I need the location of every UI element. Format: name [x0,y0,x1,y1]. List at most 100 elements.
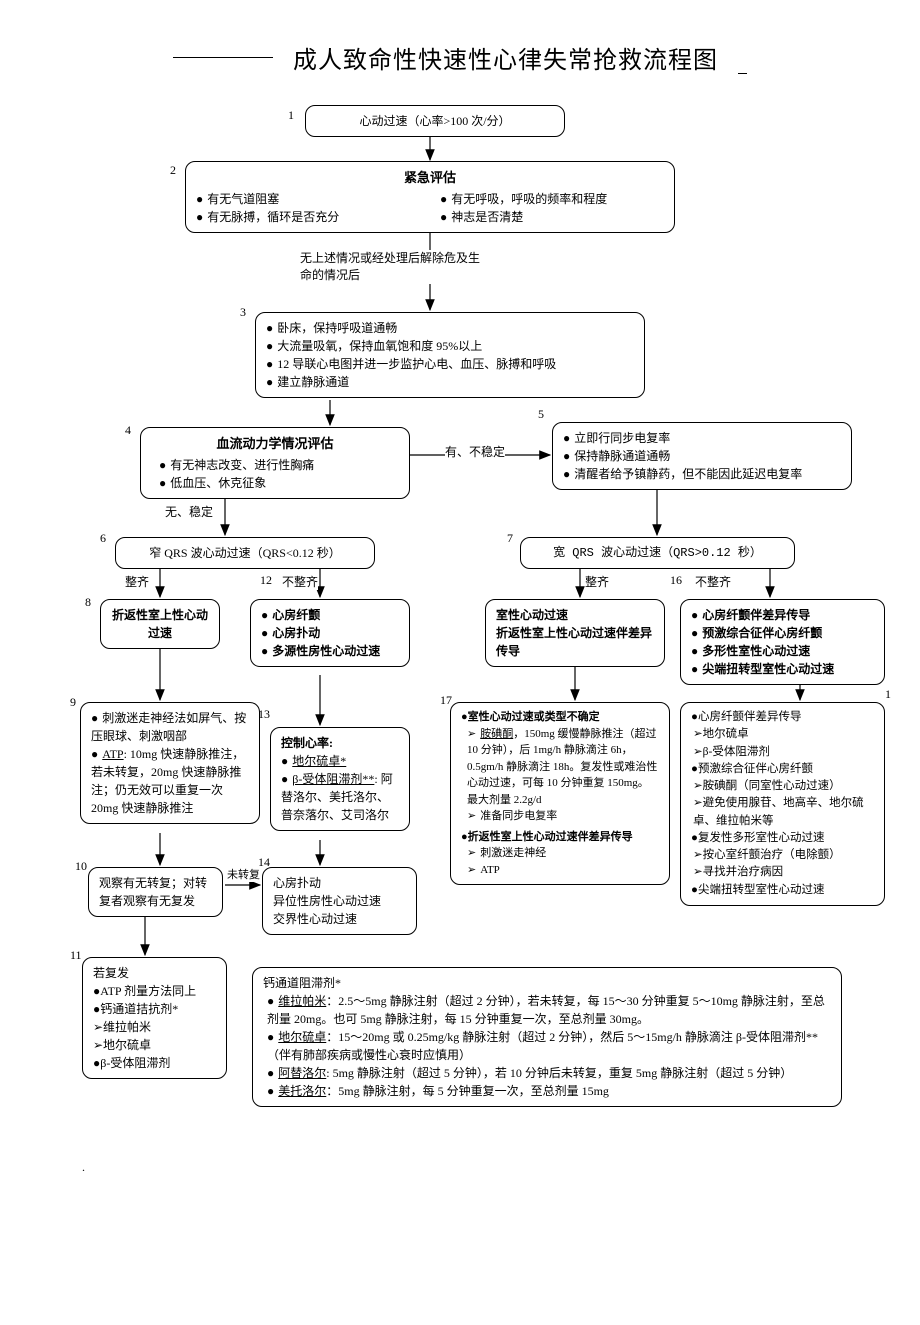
node-11: 若复发 ●ATP 剂量方法同上●钙通道拮抗剂*➢维拉帕米➢地尔硫卓●β-受体阻滞… [82,957,227,1079]
num-2: 2 [170,163,176,178]
footnote-title: 钙通道阻滞剂* [263,974,831,992]
list-item: ATP [467,862,659,879]
title-dash [738,52,747,74]
list-item: ➢地尔硫卓 [93,1036,216,1054]
list-item: 有无神志改变、进行性胸痛 [159,456,399,474]
node-11-title: 若复发 [93,964,216,982]
num-8: 8 [85,595,91,610]
page-title: 成人致命性快速性心律失常抢救流程图 [293,40,718,75]
line: 交界性心动过速 [273,910,406,928]
list-item: β-受体阻滞剂**: 阿替洛尔、美托洛尔、普奈落尔、艾司洛尔 [281,770,399,824]
list-item: 刺激迷走神经法如屏气、按压眼球、刺激咽部 [91,709,249,745]
num-12: 12 [260,573,272,588]
list-item: 阿替洛尔: 5mg 静脉注射（超过 5 分钟），若 10 分钟后未转复，重复 5… [267,1064,831,1082]
num-13: 13 [258,707,270,722]
node-7-text: 宽 QRS 波心动过速（QRS>0.12 秒） [553,546,762,560]
node-5: 立即行同步电复率保持静脉通道通畅清醒者给予镇静药，但不能因此延迟电复率 [552,422,852,490]
list-item: 有无呼吸，呼吸的频率和程度 [440,190,664,208]
list-item: ➢避免使用腺苷、地高辛、地尔硫卓、维拉帕米等 [691,795,874,830]
node-1-text: 心动过速（心率>100 次/分） [359,114,510,128]
footnote-box: 钙通道阻滞剂* 维拉帕米：2.5～5mg 静脉注射（超过 2 分钟），若未转复，… [252,967,842,1107]
n17-s1-title: 室性心动过速或类型不确定 [468,711,600,723]
list-item: ➢β-受体阻滞剂 [691,744,874,761]
list-item: ●ATP 剂量方法同上 [93,982,216,1000]
list-item: 有无气道阻塞 [196,190,420,208]
list-item: 低血压、休克征象 [159,474,399,492]
num-11: 11 [70,948,82,963]
list-item: 尖端扭转型室性心动过速 [691,660,874,678]
list-item: 心房纤颤伴差异传导 [691,606,874,624]
list-item: ●β-受体阻滞剂 [93,1054,216,1072]
node-17: ●室性心动过速或类型不确定 胺碘酮，150mg 缓慢静脉推注（超过 10 分钟）… [450,702,670,885]
list-item: 美托洛尔：5mg 静脉注射，每 5 分钟重复一次，至总剂量 15mg [267,1082,831,1100]
list-item: 12 导联心电图并进一步监护心电、血压、脉搏和呼吸 [266,355,634,373]
line: 折返性室上性心动过速伴差异传导 [496,624,654,660]
node-7: 宽 QRS 波心动过速（QRS>0.12 秒） [520,537,795,569]
num-17: 17 [440,693,452,708]
num-3: 3 [240,305,246,320]
list-item: ➢胺碘酮（同室性心动过速） [691,778,874,795]
lbl-7-irregular: 不整齐 [695,573,731,590]
list-item: 多形性室性心动过速 [691,642,874,660]
node-2-cols: 有无气道阻塞有无脉搏，循环是否充分 有无呼吸，呼吸的频率和程度神志是否清楚 [196,190,664,226]
edge-4-6-label: 无、稳定 [165,503,213,520]
num-4: 4 [125,423,131,438]
node-4-title: 血流动力学情况评估 [151,434,399,454]
lbl-7-regular: 整齐 [585,573,609,590]
edge-10-13-label: 未转复 [227,866,260,882]
node-3: 卧床，保持呼吸道通畅大流量吸氧，保持血氧饱和度 95%以上12 导联心电图并进一… [255,312,645,398]
list-item: ●预激综合征伴心房纤颤 [691,761,874,778]
node-14: 心房扑动异位性房性心动过速交界性心动过速 [262,867,417,935]
list-item: 地尔硫卓：15～20mg 或 0.25mg/kg 静脉注射（超过 2 分钟），然… [267,1028,831,1064]
edge-2-3-label: 无上述情况或经处理后解除危及生命的情况后 [300,250,480,284]
node-1: 心动过速（心率>100 次/分） [305,105,565,137]
node-12: 心房纤颤心房扑动多源性房性心动过速 [250,599,410,667]
num-5: 5 [538,407,544,422]
list-item: 预激综合征伴心房纤颤 [691,624,874,642]
list-item: ➢维拉帕米 [93,1018,216,1036]
edge-4-5-label: 有、不稳定 [445,443,505,460]
list-item: 有无脉搏，循环是否充分 [196,208,420,226]
node-8-title: 折返性室上性心动过速 [112,608,208,640]
list-item: 神志是否清楚 [440,208,664,226]
list-item: 准备同步电复率 [467,808,659,825]
list-item: 地尔硫卓* [281,752,399,770]
list-item: ➢寻找并治疗病因 [691,864,874,881]
node-13: 控制心率: 地尔硫卓*β-受体阻滞剂**: 阿替洛尔、美托洛尔、普奈落尔、艾司洛… [270,727,410,831]
node-8: 折返性室上性心动过速 [100,599,220,649]
num-16: 16 [670,573,682,588]
node-2-title: 紧急评估 [196,168,664,188]
list-item: 多源性房性心动过速 [261,642,399,660]
line: 心房扑动 [273,874,406,892]
node-10: 观察有无转复；对转复者观察有无复发 [88,867,223,917]
list-item: ➢按心室纤颤治疗（电除颤） [691,847,874,864]
line: 室性心动过速 [496,606,654,624]
flowchart-canvas: 1 心动过速（心率>100 次/分） 2 紧急评估 有无气道阻塞有无脉搏，循环是… [30,105,890,1285]
n17-s2-title: 折返性室上性心动过速伴差异传导 [468,831,633,843]
node-18: ●心房纤颤伴差异传导➢地尔硫卓➢β-受体阻滞剂●预激综合征伴心房纤颤➢胺碘酮（同… [680,702,885,906]
title-rule [173,57,273,58]
list-item: ➢地尔硫卓 [691,726,874,743]
list-item: 大流量吸氧，保持血氧饱和度 95%以上 [266,337,634,355]
trailing-dot: . [82,1160,85,1175]
list-item: 刺激迷走神经 [467,845,659,862]
list-item: ATP: 10mg 快速静脉推注，若未转复，20mg 快速静脉推注；仍无效可以重… [91,745,249,817]
list-item: ●尖端扭转型室性心动过速 [691,882,874,899]
title-wrap: 成人致命性快速性心律失常抢救流程图 [30,40,890,75]
node-6: 窄 QRS 波心动过速（QRS<0.12 秒） [115,537,375,569]
node-9: 刺激迷走神经法如屏气、按压眼球、刺激咽部ATP: 10mg 快速静脉推注，若未转… [80,702,260,824]
list-item: 心房纤颤 [261,606,399,624]
list-item: 胺碘酮，150mg 缓慢静脉推注（超过 10 分钟），后 1mg/h 静脉滴注 … [467,726,659,809]
node-10-text: 观察有无转复；对转复者观察有无复发 [99,876,207,908]
node-4: 血流动力学情况评估 有无神志改变、进行性胸痛低血压、休克征象 [140,427,410,499]
list-item: 保持静脉通道通畅 [563,447,841,465]
node-13-title: 控制心率: [281,734,399,752]
line: 异位性房性心动过速 [273,892,406,910]
list-item: 卧床，保持呼吸道通畅 [266,319,634,337]
list-item: ●心房纤颤伴差异传导 [691,709,874,726]
num-18: 1 [885,687,891,702]
lbl-6-irregular: 不整齐 [282,573,318,590]
node-7r: 室性心动过速折返性室上性心动过速伴差异传导 [485,599,665,667]
list-item: 维拉帕米：2.5～5mg 静脉注射（超过 2 分钟），若未转复，每 15～30 … [267,992,831,1028]
num-10: 10 [75,859,87,874]
